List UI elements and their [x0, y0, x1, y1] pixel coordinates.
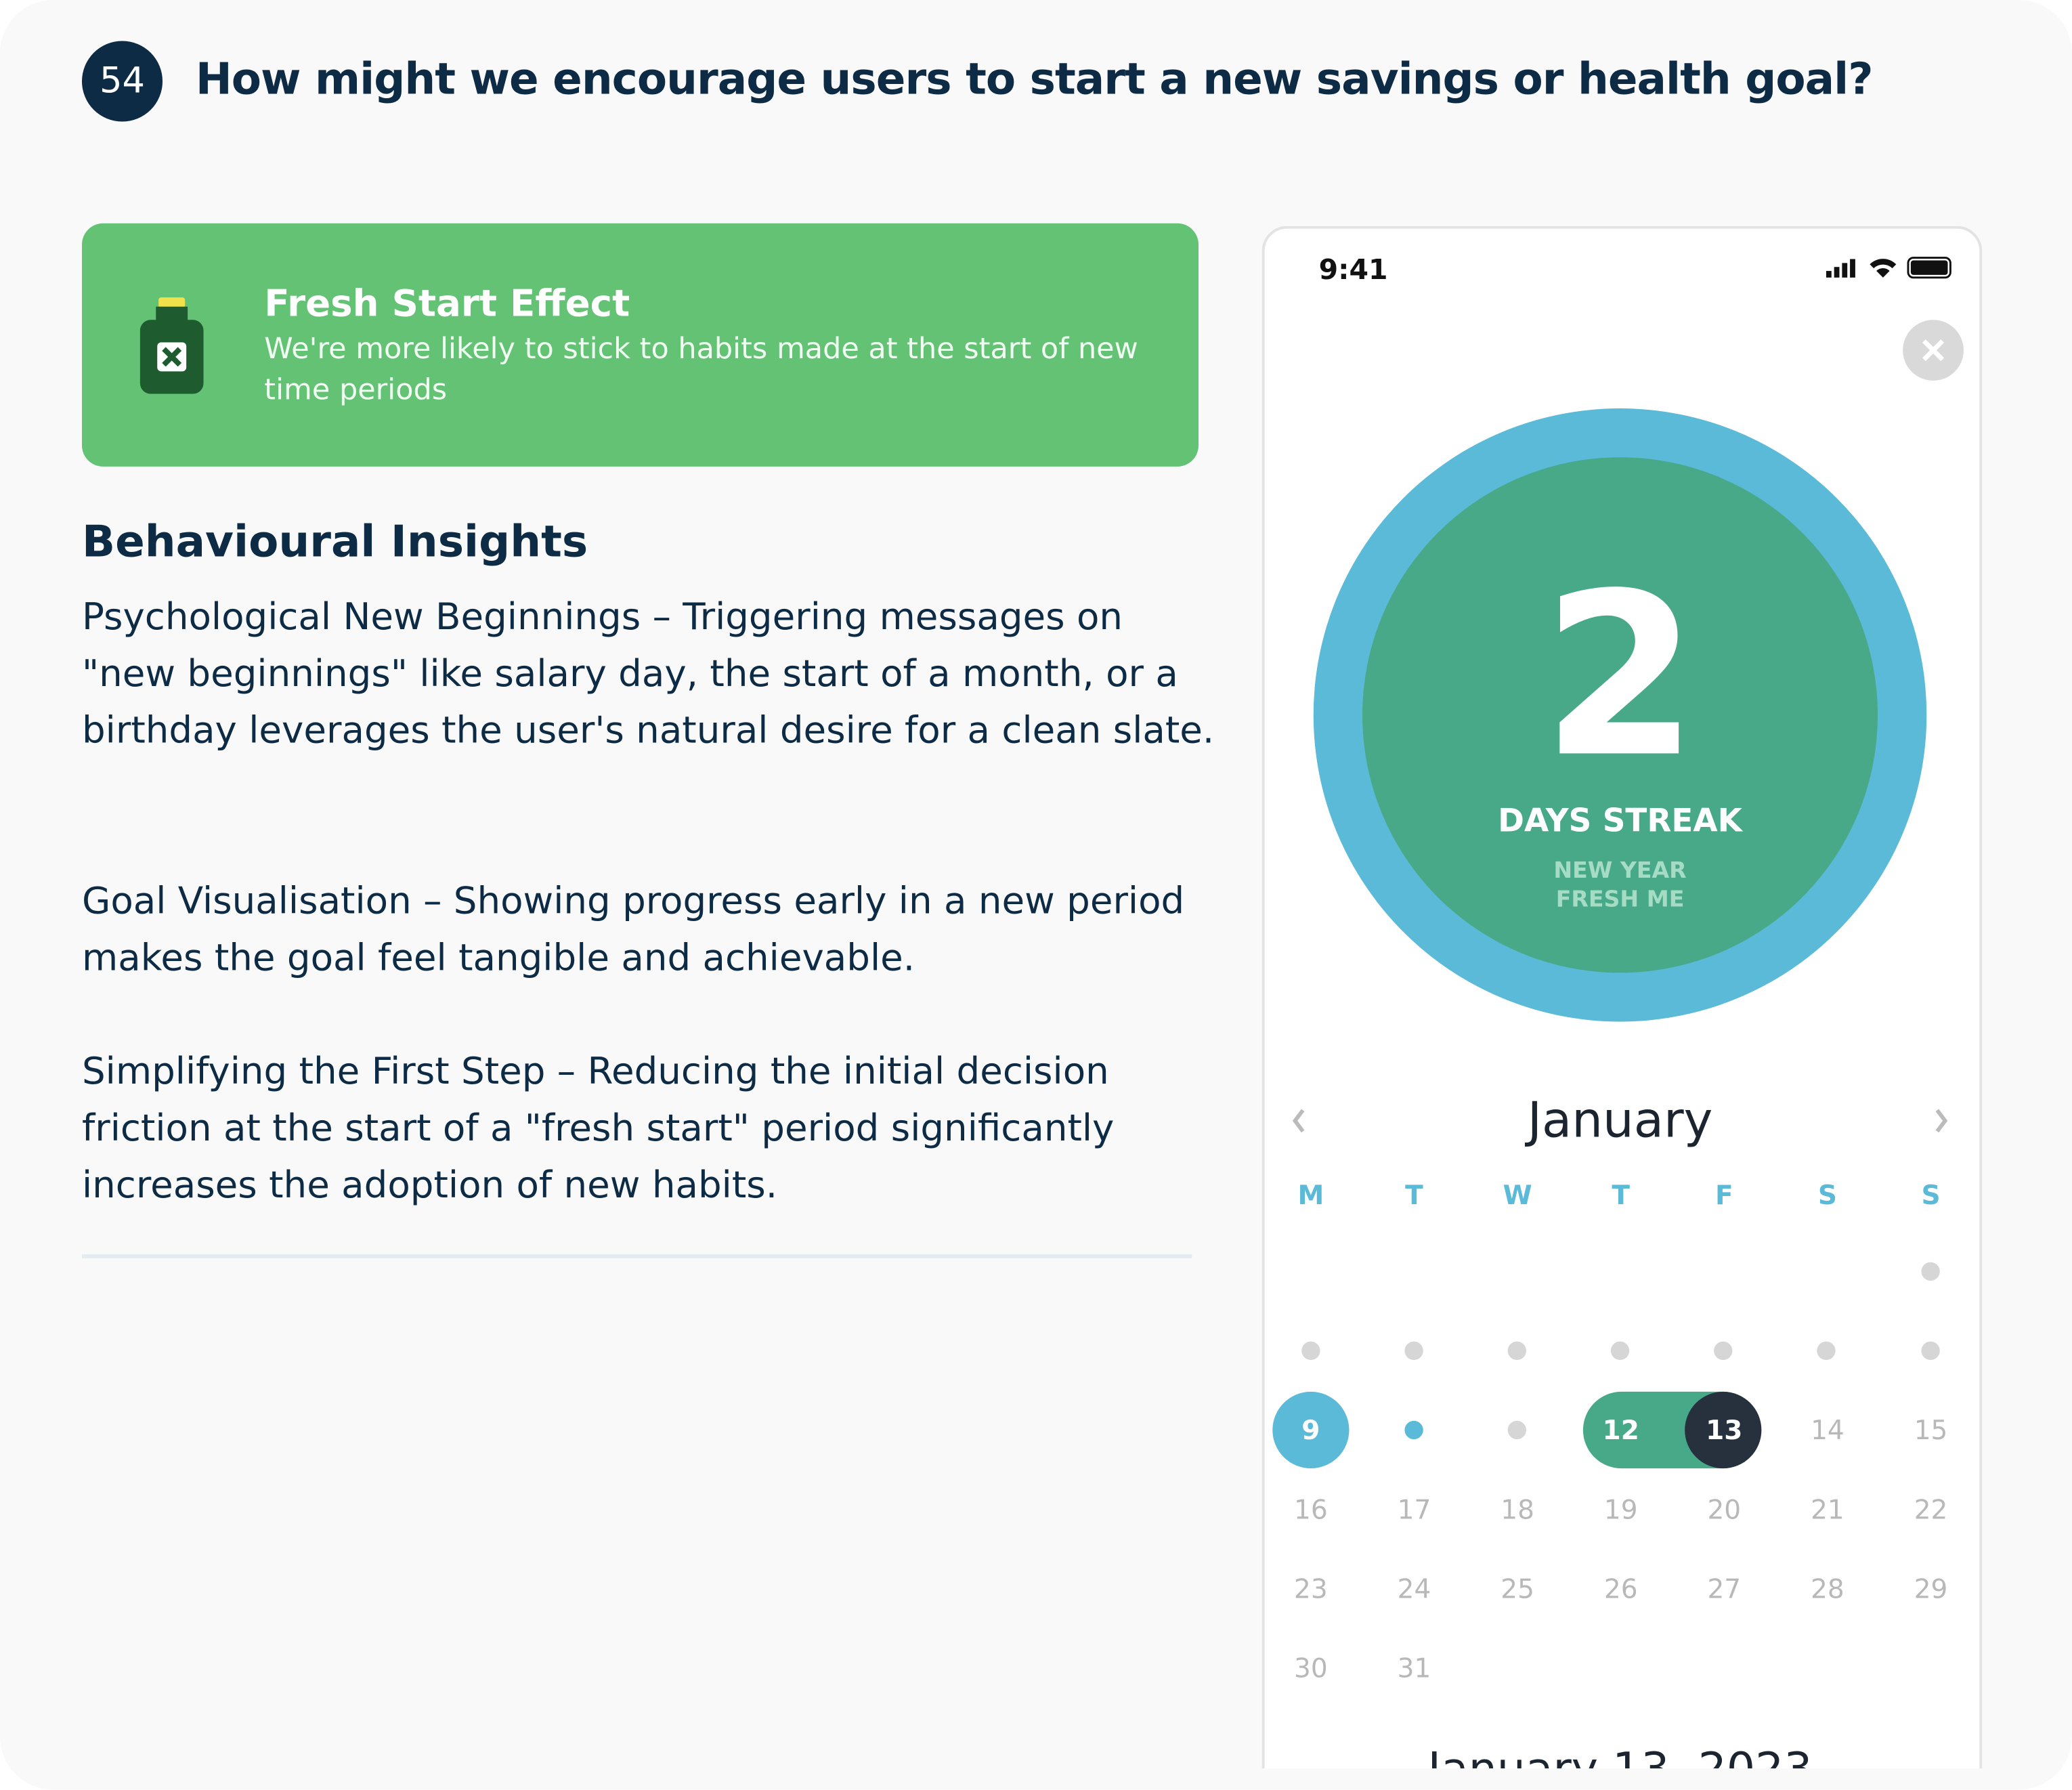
weekday-label: M [1297, 1180, 1324, 1211]
section-heading: Behavioural Insights [81, 515, 588, 568]
day-number: 26 [1604, 1574, 1638, 1604]
weekday-label: S [1818, 1180, 1837, 1211]
day-number: 9 [1301, 1415, 1320, 1446]
streak-number: 2 [1542, 545, 1698, 807]
day-number: 17 [1398, 1495, 1431, 1525]
day-number: 19 [1604, 1495, 1638, 1525]
day-number: 15 [1914, 1415, 1948, 1446]
day-number: 25 [1501, 1574, 1534, 1604]
status-time: 9:41 [1319, 253, 1388, 286]
number-badge: 54 [81, 41, 163, 122]
weekday-label: F [1715, 1180, 1733, 1211]
streak-label: DAYS STREAK [1498, 803, 1744, 839]
phone-mockup: 9:41 2 DAYS STREAK NEW YEAR FRESH ME Jan… [1261, 226, 1983, 1769]
status-icons [1826, 257, 1951, 279]
effect-card [81, 223, 1199, 467]
paragraph: Simplifying the First Step – Reducing th… [81, 1049, 1115, 1207]
slide-title: How might we encourage users to start a … [195, 53, 1874, 105]
calendar: M T W T F S S 9 12 13 14 15 16 17 18 19 20 21 22 23 24 25 26 27… [1272, 1180, 1947, 1684]
day-number: 28 [1811, 1574, 1844, 1604]
streak-disc [1362, 457, 1878, 973]
day-number: 24 [1398, 1574, 1431, 1604]
divider [81, 1254, 1192, 1258]
next-month[interactable] [1935, 1109, 1948, 1133]
day-number: 27 [1707, 1574, 1741, 1604]
paragraph: Goal Visualisation – Showing progress ea… [81, 878, 1185, 980]
weekday-label: S [1921, 1180, 1940, 1211]
prev-month[interactable] [1292, 1109, 1305, 1133]
day-number: 29 [1914, 1574, 1948, 1604]
day-number: 14 [1811, 1415, 1844, 1446]
day-number: 23 [1294, 1574, 1328, 1604]
bottle-icon [139, 297, 204, 394]
day-number: 16 [1294, 1495, 1328, 1525]
day-number: 22 [1914, 1495, 1948, 1525]
selected-day [1685, 1391, 1762, 1469]
day-number: 12 [1603, 1415, 1639, 1446]
streak-caption: FRESH ME [1556, 886, 1685, 912]
card-text: We're more likely to stick to habits mad… [264, 333, 1138, 408]
day-number: 30 [1294, 1653, 1328, 1684]
today-day [1272, 1391, 1350, 1469]
day-number: 13 [1706, 1415, 1742, 1446]
paragraph: Psychological New Beginnings – Triggerin… [81, 595, 1215, 752]
streak-caption: NEW YEAR [1553, 857, 1686, 883]
date-footer: January 13, 2023 [1425, 1743, 1813, 1769]
close-button[interactable] [1903, 320, 1964, 381]
day-number: 18 [1501, 1495, 1534, 1525]
day-number: 21 [1811, 1495, 1844, 1525]
weekday-label: T [1612, 1180, 1630, 1211]
card-title: Fresh Start Effect [264, 281, 630, 326]
day-number: 20 [1707, 1495, 1741, 1525]
month-title: January [1525, 1092, 1713, 1149]
day-number: 31 [1398, 1653, 1431, 1684]
weekday-label: T [1405, 1180, 1423, 1211]
weekday-label: W [1503, 1180, 1532, 1211]
day-dots [1301, 1262, 1940, 1440]
